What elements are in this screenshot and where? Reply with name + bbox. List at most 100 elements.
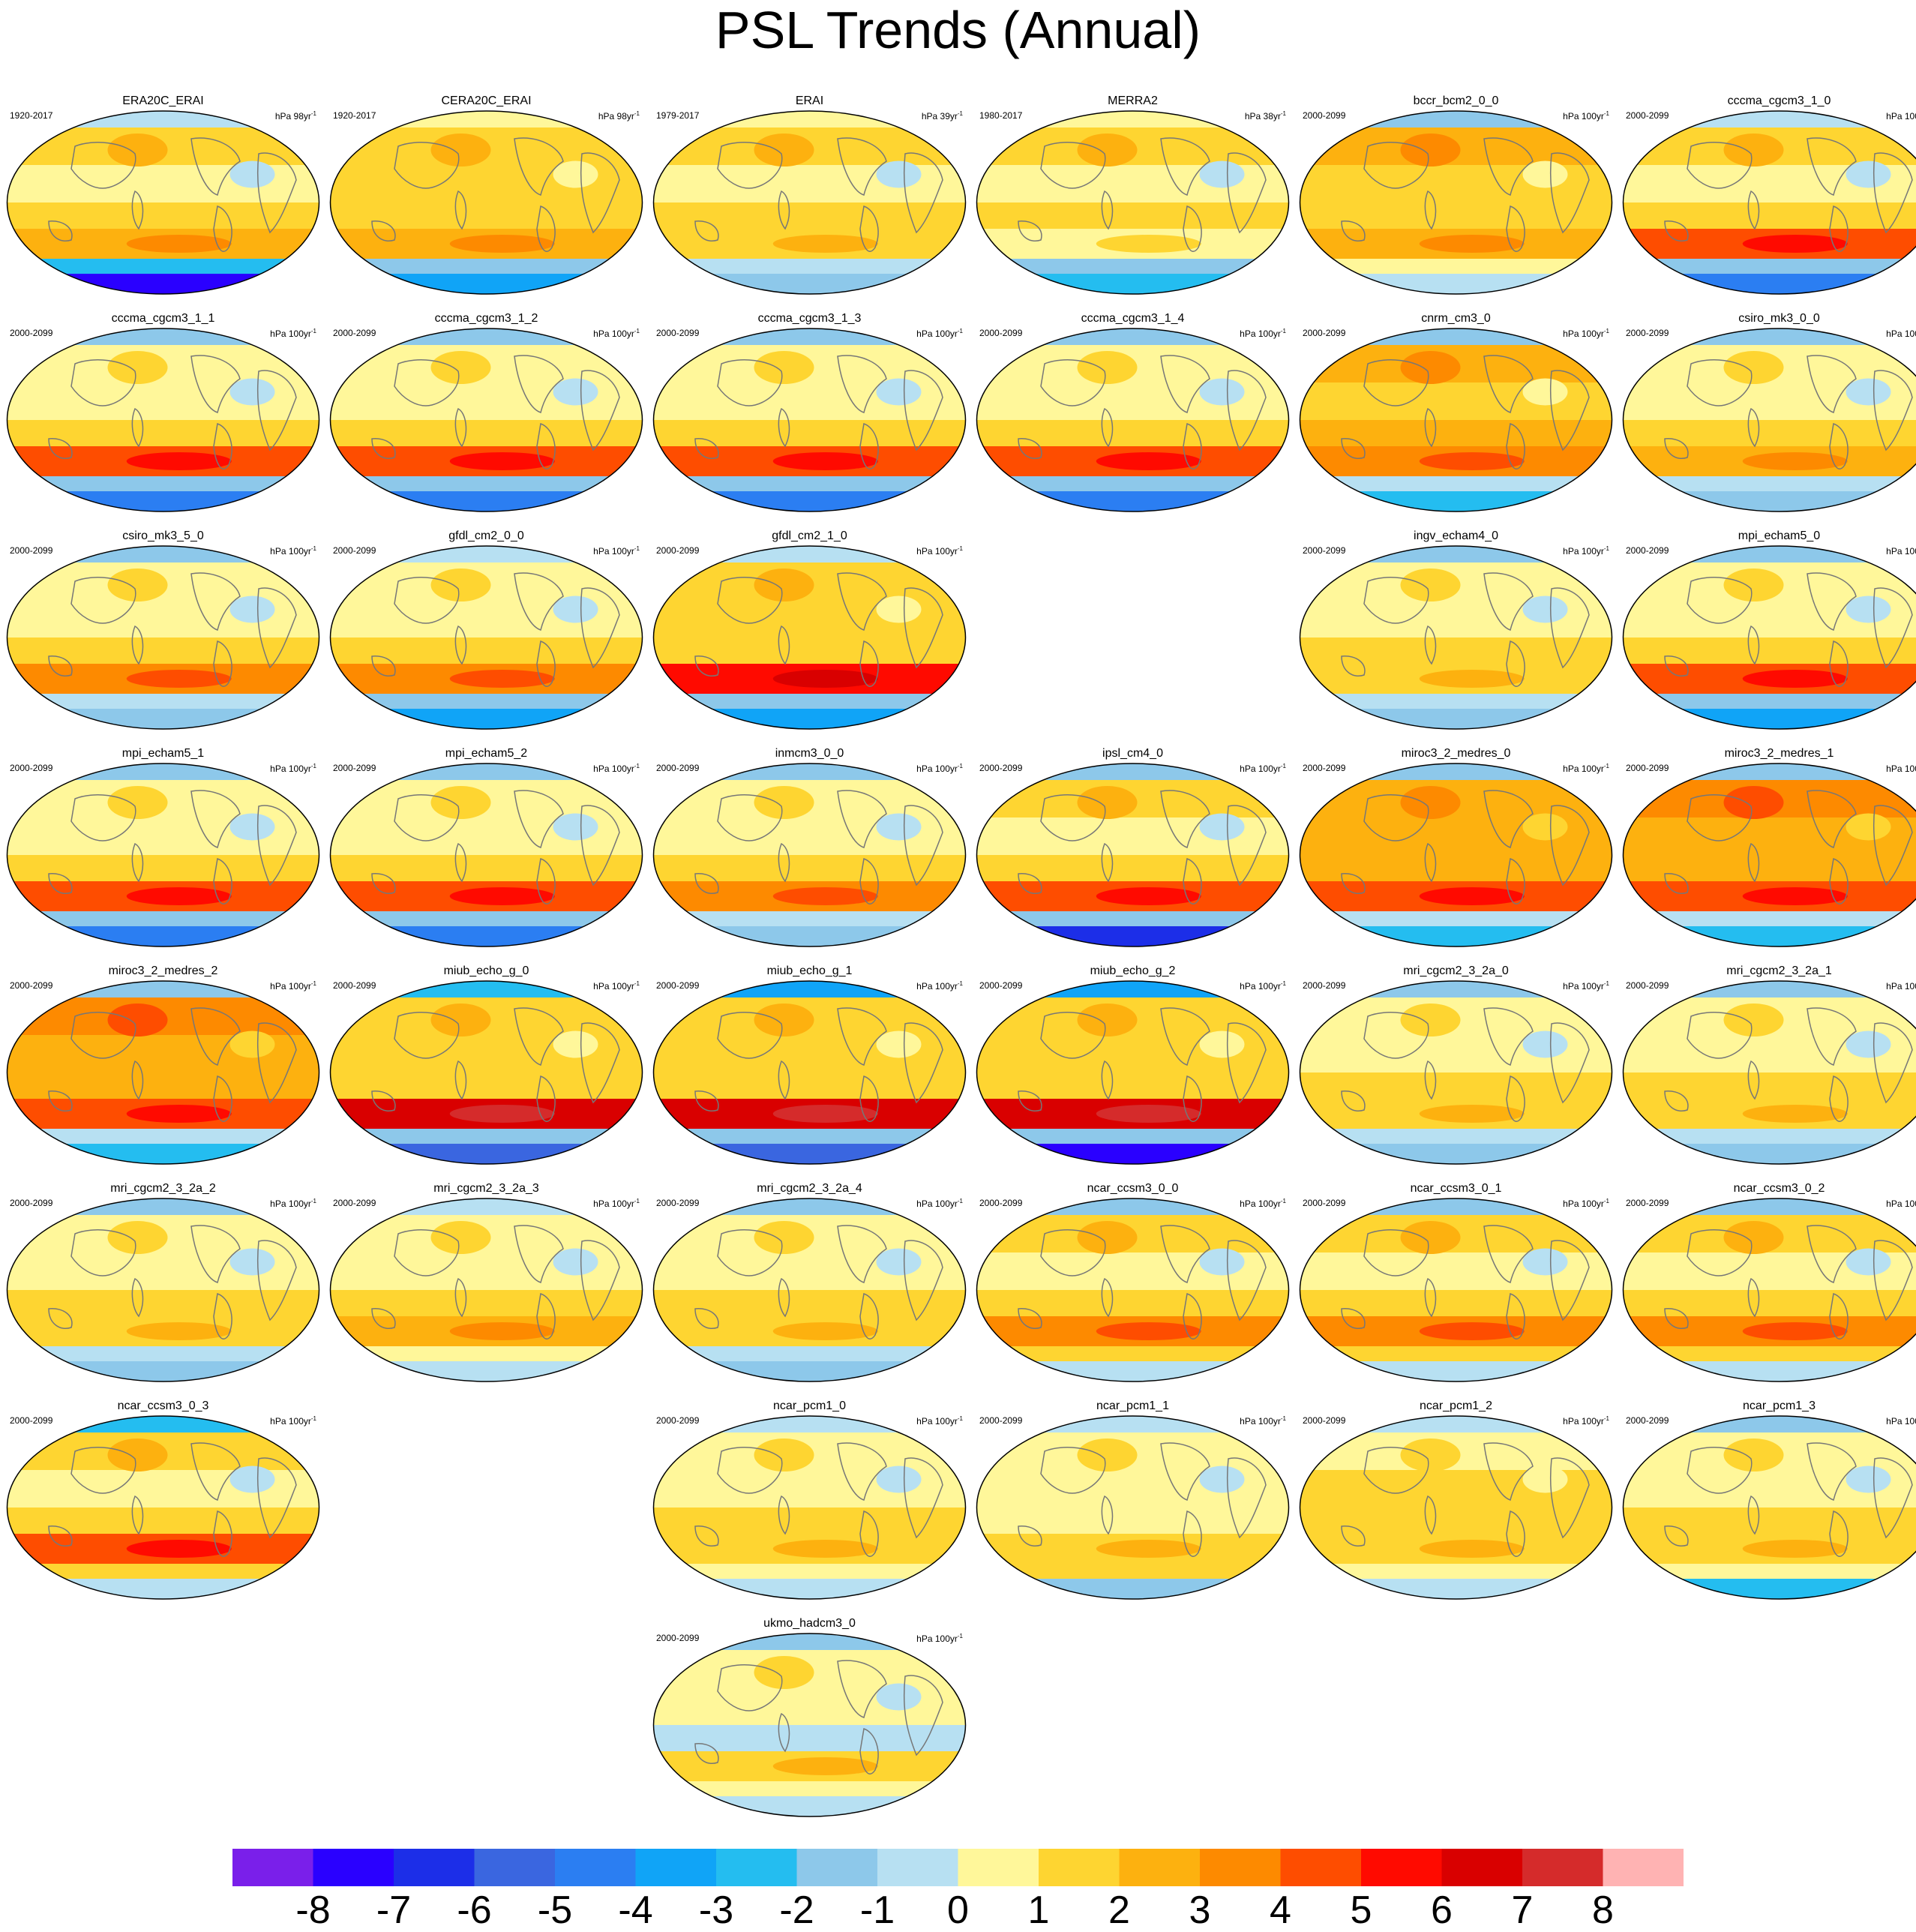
band-tropics-north [1297, 1252, 1615, 1291]
band-tropics-south [1620, 1290, 1916, 1317]
field-patch [1401, 1221, 1461, 1254]
band-tropics-north [973, 818, 1292, 856]
panel-title: ipsl_cm4_0 [973, 746, 1292, 761]
trend-map [650, 1196, 969, 1384]
band-nh-polar [973, 326, 1292, 346]
panel-title: miub_echo_g_0 [327, 964, 646, 979]
band-sh-polar [1297, 274, 1615, 296]
field-patch [773, 887, 878, 905]
field-patch [1200, 814, 1245, 841]
field-patch [1096, 1540, 1201, 1558]
panel-title: bccr_bcm2_0_0 [1297, 94, 1615, 109]
panel-title: cccma_cgcm3_1_2 [327, 311, 646, 326]
colorbar-tick-label: -4 [606, 1890, 666, 1931]
trend-map [1620, 326, 1916, 514]
band-sh-polar [4, 709, 322, 731]
band-tropics-south [327, 1072, 646, 1100]
trend-map [973, 761, 1292, 949]
field-patch [1724, 1221, 1784, 1254]
field-patch [1724, 351, 1784, 384]
band-sh-polar [1297, 491, 1615, 514]
field-patch [1420, 1540, 1525, 1558]
band-tropics-north [4, 1470, 322, 1508]
band-nh-polar [1297, 326, 1615, 346]
band-tropics-south [650, 1290, 969, 1317]
field-patch [431, 1004, 491, 1036]
band-sh-polar [650, 926, 969, 949]
band-tropics-south [973, 1072, 1292, 1100]
field-patch [1743, 1105, 1848, 1123]
panel-title: ncar_pcm1_2 [1297, 1399, 1615, 1414]
field-patch [877, 1684, 922, 1711]
trend-map [973, 109, 1292, 296]
panel-title: mri_cgcm2_3_2a_2 [4, 1181, 322, 1196]
band-sh-polar [1297, 926, 1615, 949]
field-patch [1401, 568, 1461, 602]
band-nh-polar [327, 109, 646, 128]
colorbar-tick-label: 7 [1492, 1890, 1552, 1931]
field-patch [230, 596, 275, 623]
field-patch [1743, 887, 1848, 905]
colorbar-swatch [636, 1849, 717, 1886]
band-sh-polar [4, 1144, 322, 1166]
band-sh-polar [650, 1361, 969, 1384]
band-nh-polar [4, 326, 322, 346]
field-patch [773, 452, 878, 470]
panel-title: ncar_pcm1_1 [973, 1399, 1292, 1414]
band-tropics-south [1297, 638, 1615, 664]
band-tropics-south [973, 420, 1292, 447]
field-patch [1523, 379, 1568, 406]
field-patch [1078, 1004, 1138, 1036]
field-patch [1078, 786, 1138, 819]
field-patch [1401, 786, 1461, 819]
field-patch [230, 1031, 275, 1058]
band-tropics-north [973, 1470, 1292, 1508]
panel-title: miub_echo_g_1 [650, 964, 969, 979]
colorbar-tick-label: -6 [445, 1890, 505, 1931]
colorbar-tick-label: 4 [1251, 1890, 1311, 1931]
band-nh-polar [973, 109, 1292, 128]
field-patch [230, 814, 275, 841]
band-tropics-north [327, 1252, 646, 1291]
trend-map [1297, 1414, 1615, 1601]
band-tropics-north [1297, 600, 1615, 638]
band-tropics-north [4, 600, 322, 638]
field-patch [1724, 568, 1784, 602]
panel-title: ukmo_hadcm3_0 [650, 1616, 969, 1631]
band-sh-subpolar [1620, 694, 1916, 710]
band-sh-polar [1620, 1579, 1916, 1601]
band-sh-polar [4, 1361, 322, 1384]
band-nh-polar [327, 326, 646, 346]
band-sh-polar [1620, 1361, 1916, 1384]
colorbar-tick-label: -5 [525, 1890, 585, 1931]
band-sh-polar [327, 1144, 646, 1166]
band-sh-subpolar [1620, 1129, 1916, 1144]
field-patch [1743, 1322, 1848, 1340]
field-patch [1420, 235, 1525, 253]
band-tropics-north [1297, 165, 1615, 203]
colorbar-swatch [1603, 1849, 1684, 1886]
band-sh-polar [4, 1579, 322, 1601]
field-patch [108, 1221, 168, 1254]
band-tropics-north [650, 1470, 969, 1508]
band-tropics-north [1297, 1470, 1615, 1508]
field-patch [1523, 596, 1568, 623]
band-tropics-south [650, 1508, 969, 1534]
band-tropics-south [327, 1290, 646, 1317]
field-patch [1096, 887, 1201, 905]
field-patch [1420, 452, 1525, 470]
band-tropics-south [1297, 202, 1615, 230]
